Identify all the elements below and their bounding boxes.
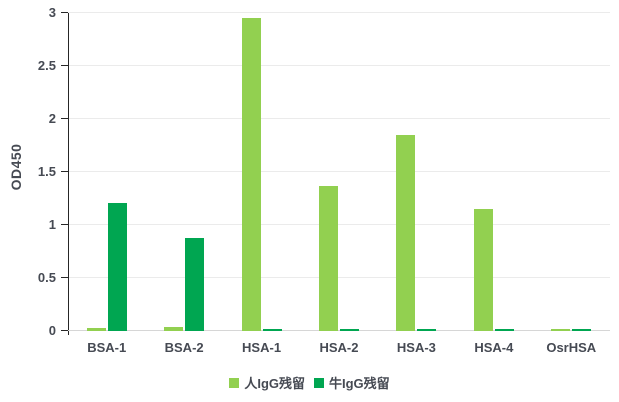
gridline: [68, 12, 610, 13]
y-axis-tick-label: 0.5: [37, 270, 56, 285]
bar: [339, 328, 359, 331]
bar-group: [378, 13, 455, 331]
y-axis-tick-labels: 0 0.5 1 1.5 2 2.5 3: [0, 5, 56, 338]
bar: [185, 237, 205, 331]
y-axis-tick-label: 1.5: [37, 164, 56, 179]
bar: [417, 328, 437, 331]
y-axis-tick: [61, 118, 68, 119]
bar: [164, 326, 184, 331]
bar: [396, 134, 416, 331]
y-axis-tick-label: 2: [48, 111, 56, 126]
bar: [262, 328, 282, 331]
bar: [86, 327, 106, 331]
x-axis-category-label: OsrHSA: [546, 340, 597, 355]
legend: 人IgG残留 牛IgG残留: [0, 373, 619, 392]
bar: [572, 328, 592, 331]
bar: [241, 18, 261, 331]
y-axis-tick-label: 1: [48, 217, 56, 232]
y-axis-tick-label: 2.5: [37, 58, 56, 73]
bar: [107, 202, 127, 331]
x-axis-labels: BSA-1 BSA-2 HSA-1 HSA-2 HSA-3 HSA-4 OsrHSA: [68, 340, 610, 358]
bar: [318, 185, 338, 331]
bar-group: [455, 13, 532, 331]
x-axis-category-label: HSA-1: [242, 340, 282, 355]
legend-label: 人IgG残留: [244, 376, 305, 391]
y-axis-tick: [61, 277, 68, 278]
bar: [494, 328, 514, 331]
gridline: [68, 224, 610, 225]
y-axis-tick: [61, 171, 68, 172]
bar: [473, 209, 493, 331]
x-axis-category-label: BSA-1: [87, 340, 127, 355]
x-axis-category-label: HSA-2: [319, 340, 359, 355]
plot-area: [61, 12, 610, 335]
legend-item: 牛IgG残留: [314, 373, 390, 392]
legend-swatch: [314, 377, 324, 388]
bar: [551, 328, 571, 331]
gridline: [68, 277, 610, 278]
bar-group: [68, 13, 145, 331]
legend-swatch: [229, 377, 240, 388]
bar-group: [533, 13, 610, 331]
x-axis-category-label: BSA-2: [164, 340, 204, 355]
bar-group: [300, 13, 377, 331]
gridline: [68, 171, 610, 172]
y-axis-tick: [61, 224, 68, 225]
legend-item: 人IgG残留: [229, 373, 305, 392]
x-axis-category-label: HSA-4: [474, 340, 514, 355]
y-axis-tick-label: 3: [48, 5, 56, 20]
y-axis-tick: [61, 65, 68, 66]
x-axis-line: [68, 330, 610, 331]
y-axis-tick-label: 0: [48, 323, 56, 338]
legend-label: 牛IgG残留: [329, 376, 390, 391]
y-axis-tick: [61, 12, 68, 13]
bar-group: [223, 13, 300, 331]
bars-layer: [68, 13, 610, 331]
y-axis-tick: [61, 330, 68, 331]
bar-group: [145, 13, 222, 331]
y-axis-line: [68, 13, 69, 335]
gridline: [68, 118, 610, 119]
gridline: [68, 65, 610, 66]
x-axis-category-label: HSA-3: [396, 340, 436, 355]
